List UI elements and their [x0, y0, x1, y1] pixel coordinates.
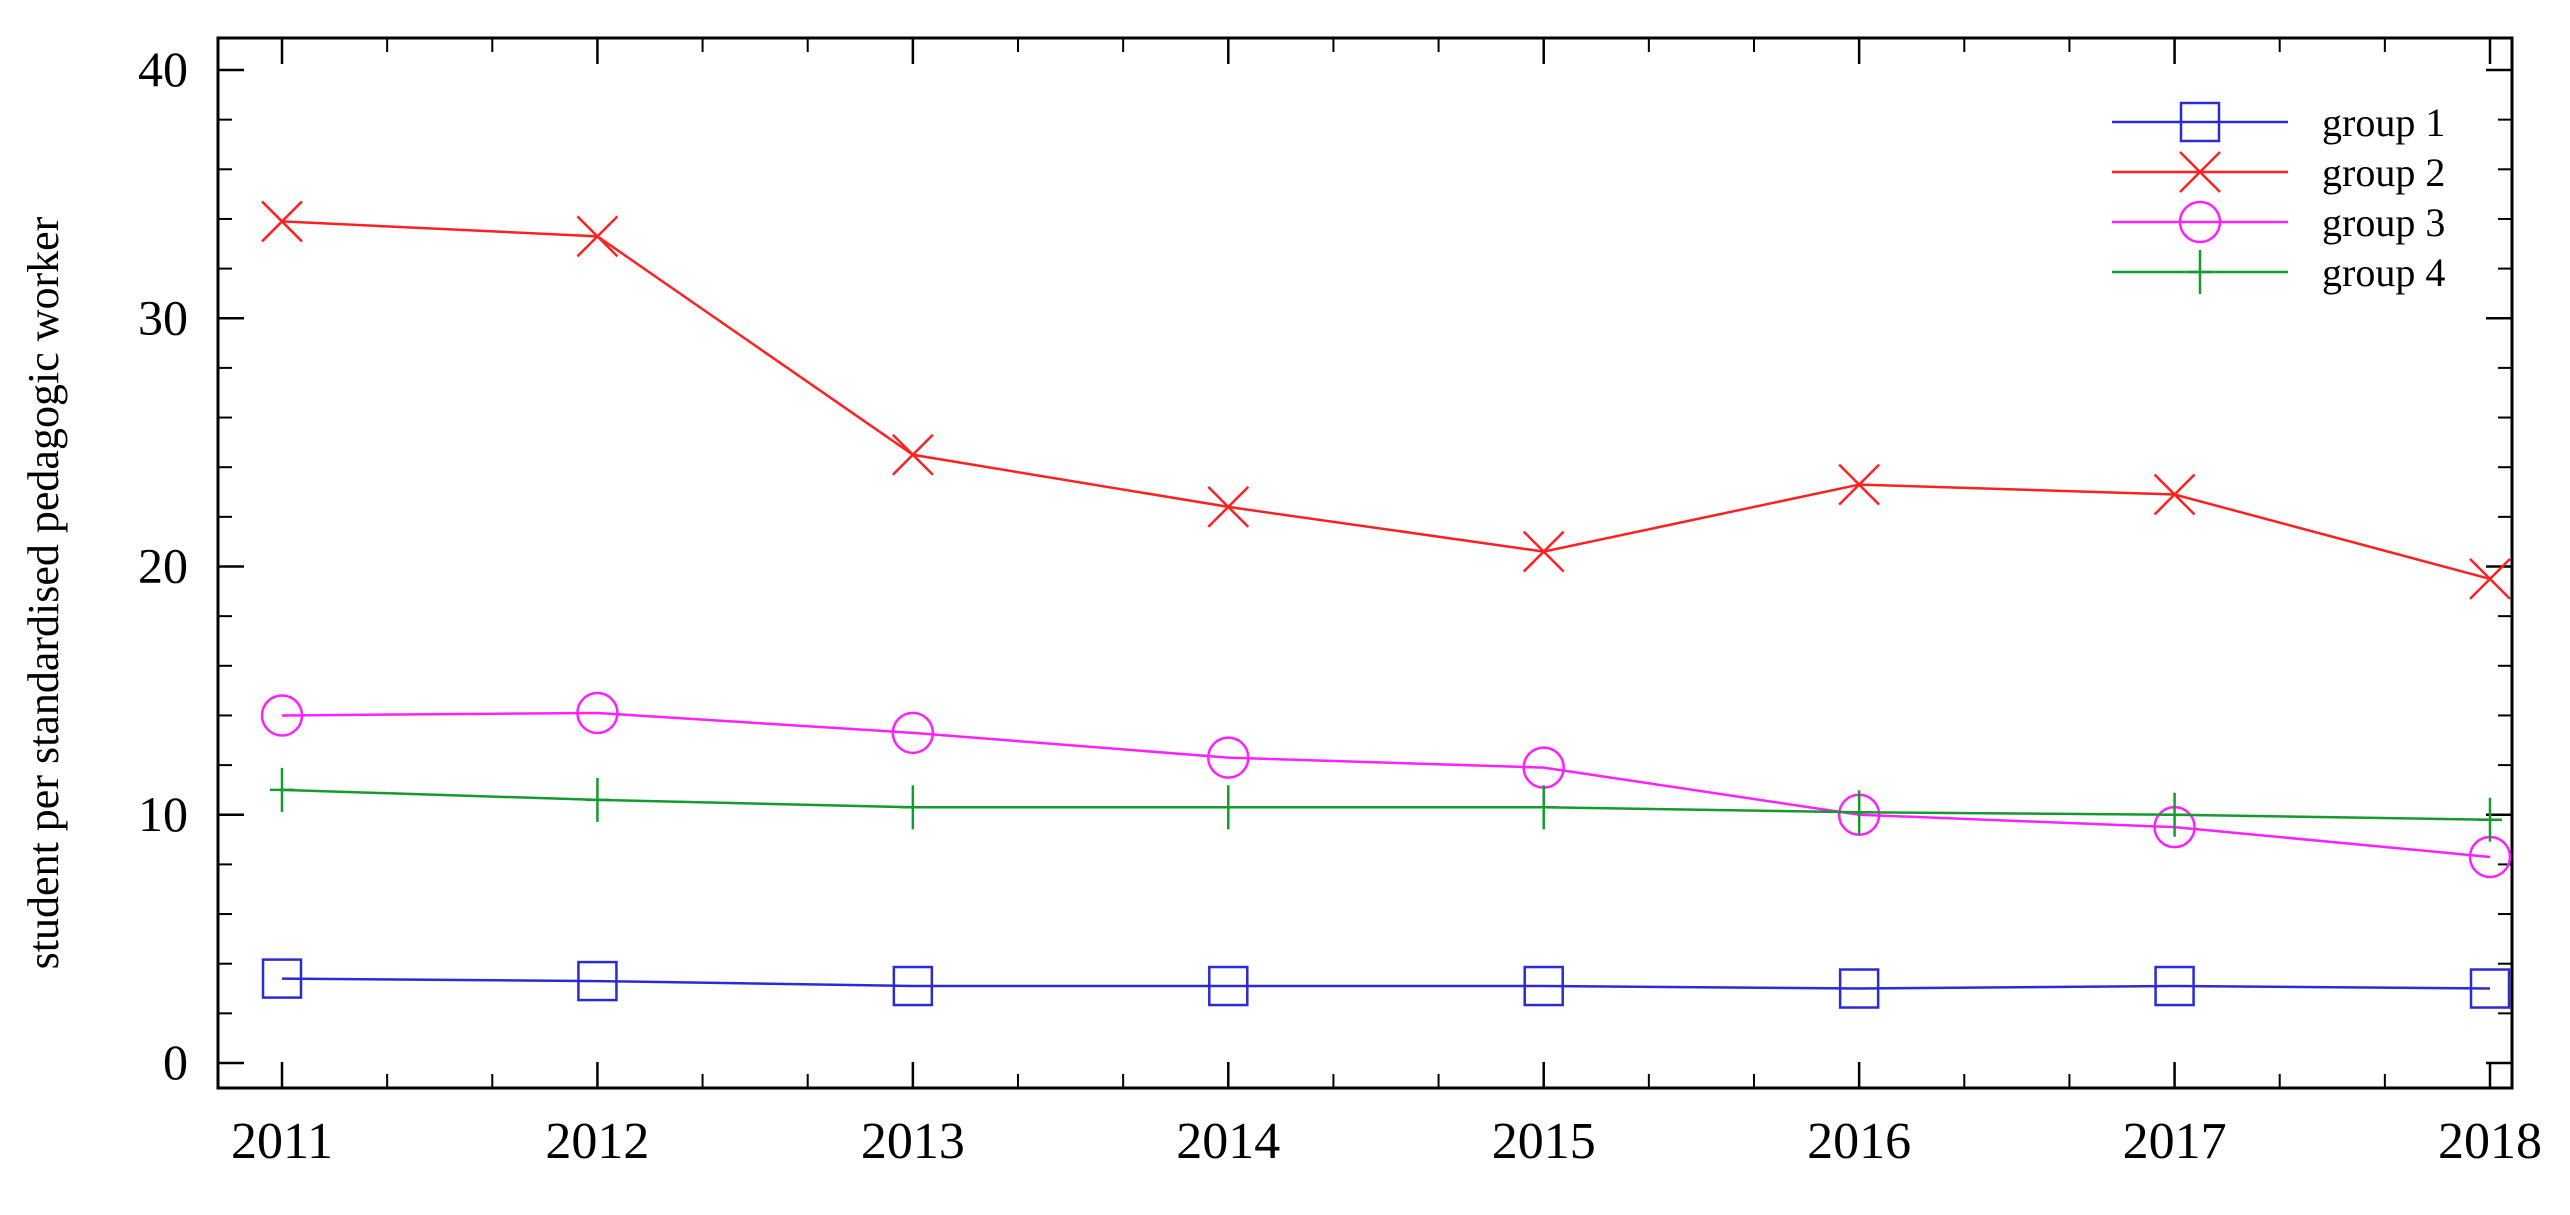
y-tick-label: 10	[138, 786, 188, 842]
series-group-3	[260, 691, 2512, 879]
x-tick-label: 2011	[231, 1113, 333, 1170]
legend: group 1 group 2 group 3 group 4	[2112, 100, 2445, 295]
legend-label: group 4	[2322, 250, 2445, 295]
data-point	[1838, 463, 1881, 506]
legend-label: group 2	[2322, 150, 2445, 195]
data-point	[891, 711, 935, 755]
data-point	[1523, 965, 1564, 1007]
y-tick-label: 40	[138, 41, 188, 97]
data-point	[1838, 968, 1880, 1009]
y-axis-label: student per standardised pedagogic worke…	[19, 216, 68, 969]
legend-item: group 1	[2112, 100, 2445, 145]
data-point	[891, 433, 934, 476]
legend-label: group 3	[2322, 200, 2445, 245]
data-point	[585, 777, 610, 822]
data-point	[2153, 473, 2196, 516]
series-line	[281, 788, 2491, 821]
series-group	[260, 200, 2512, 1009]
legend-item: group 2	[2112, 150, 2445, 195]
y-tick-label: 20	[138, 538, 188, 594]
y-tick-label: 0	[163, 1034, 188, 1090]
data-point	[2469, 968, 2511, 1009]
data-point	[892, 965, 934, 1007]
data-point	[576, 215, 619, 258]
data-point	[900, 785, 925, 830]
data-point	[1216, 785, 1241, 830]
legend-marker	[2179, 151, 2221, 193]
data-point	[270, 767, 294, 812]
plot-border	[216, 36, 2514, 1090]
plot-frame	[216, 36, 2514, 1090]
data-point	[1207, 736, 1250, 779]
series-line	[281, 220, 2491, 581]
data-point	[577, 960, 618, 1002]
legend-marker	[2178, 200, 2222, 244]
data-point	[1522, 530, 1565, 573]
data-point	[2154, 965, 2195, 1007]
x-tick-label: 2014	[1176, 1113, 1280, 1170]
axis-ticks	[218, 38, 2512, 1088]
series-group-1	[261, 958, 2511, 1009]
x-tick-label: 2012	[545, 1113, 649, 1170]
x-tick-label: 2017	[2123, 1113, 2227, 1170]
series-line	[281, 711, 2491, 859]
x-axis-tick-labels: 2011 2012 2013 2014 2015 2016 2017 2018	[231, 1113, 2542, 1170]
x-tick-label: 2016	[1807, 1113, 1911, 1170]
data-point	[260, 694, 304, 737]
y-axis-tick-labels: 0 10 20 30 40	[138, 41, 188, 1090]
x-tick-label: 2013	[861, 1113, 965, 1170]
legend-item: group 4	[2112, 250, 2445, 295]
data-point	[1208, 965, 1249, 1007]
series-group-2	[261, 200, 2511, 600]
data-point	[1847, 790, 1872, 835]
legend-marker	[2188, 250, 2212, 294]
data-point	[2478, 797, 2502, 842]
data-point	[261, 958, 303, 999]
series-line	[281, 977, 2491, 990]
y-tick-label: 30	[138, 289, 188, 345]
legend-marker	[2179, 101, 2221, 143]
data-point	[261, 200, 303, 243]
legend-label: group 1	[2322, 100, 2445, 145]
data-point	[1207, 486, 1250, 528]
data-point	[576, 691, 619, 735]
data-point	[2469, 558, 2511, 600]
data-point	[2162, 792, 2187, 837]
x-tick-label: 2015	[1492, 1113, 1596, 1170]
legend-item: group 3	[2112, 200, 2445, 245]
series-group-4	[270, 767, 2502, 842]
data-point	[1531, 785, 1556, 830]
x-tick-label: 2018	[2438, 1113, 2542, 1170]
